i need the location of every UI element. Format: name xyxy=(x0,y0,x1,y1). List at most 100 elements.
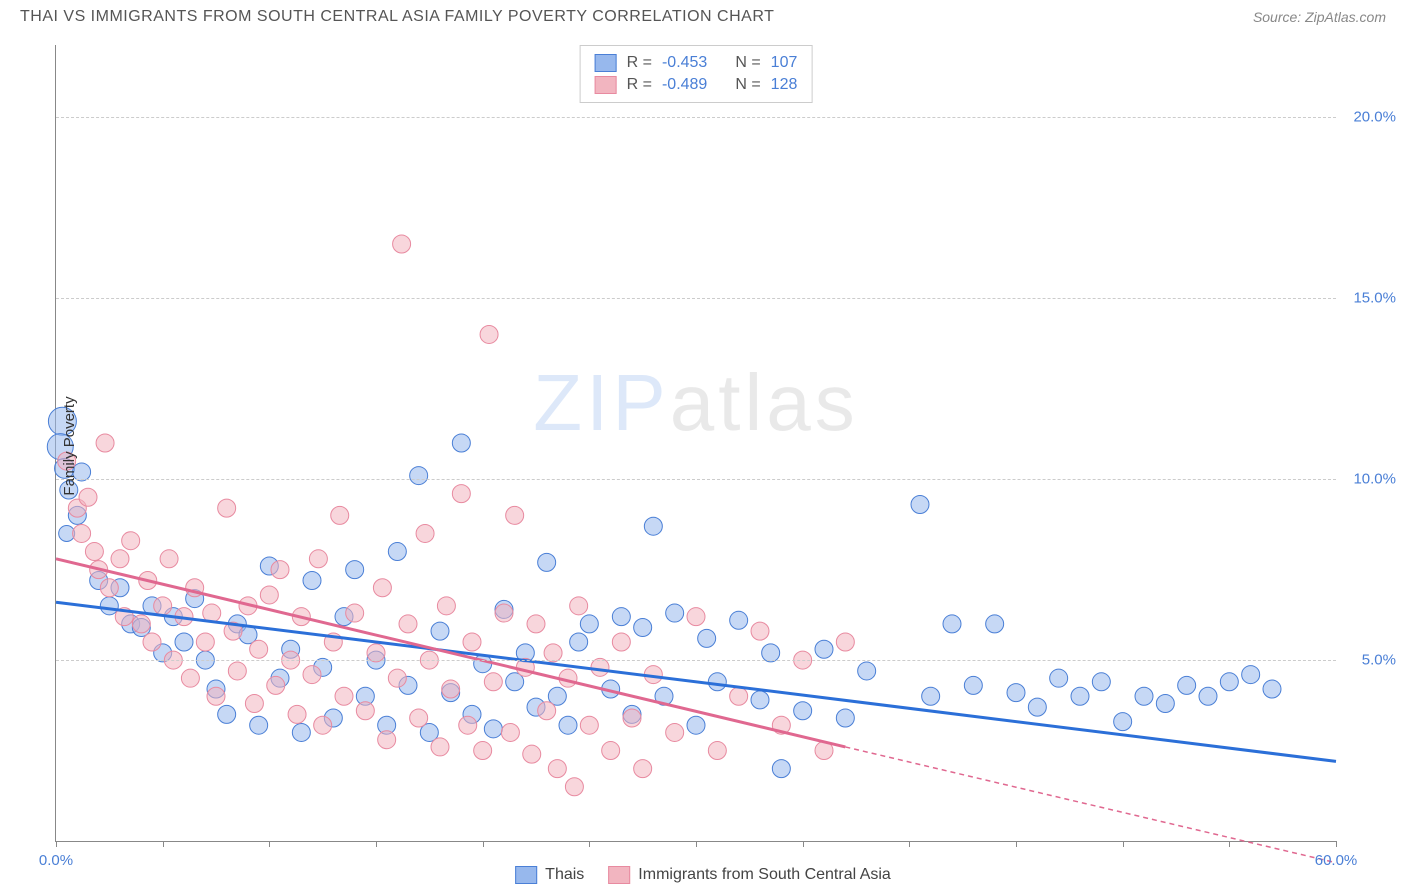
data-point xyxy=(288,705,306,723)
y-axis-label: Family Poverty xyxy=(61,396,78,495)
stat-n-value: 107 xyxy=(771,54,798,72)
data-point xyxy=(1220,673,1238,691)
xtick xyxy=(909,841,910,847)
data-point xyxy=(122,532,140,550)
data-point xyxy=(570,633,588,651)
data-point xyxy=(708,742,726,760)
xtick xyxy=(269,841,270,847)
data-point xyxy=(751,691,769,709)
xtick xyxy=(696,841,697,847)
data-point xyxy=(1028,698,1046,716)
data-point xyxy=(623,709,641,727)
data-point xyxy=(218,705,236,723)
data-point xyxy=(410,709,428,727)
gridline xyxy=(56,117,1336,118)
data-point xyxy=(431,738,449,756)
data-point xyxy=(271,561,289,579)
data-point xyxy=(570,597,588,615)
data-point xyxy=(559,716,577,734)
data-point xyxy=(207,687,225,705)
data-point xyxy=(911,496,929,514)
data-point xyxy=(459,716,477,734)
ytick-label: 5.0% xyxy=(1362,652,1396,669)
data-point xyxy=(260,586,278,604)
data-point xyxy=(160,550,178,568)
ytick-label: 20.0% xyxy=(1353,109,1396,126)
data-point xyxy=(399,615,417,633)
data-point xyxy=(303,571,321,589)
xtick xyxy=(56,841,57,847)
data-point xyxy=(751,622,769,640)
xtick xyxy=(589,841,590,847)
data-point xyxy=(634,619,652,637)
data-point xyxy=(565,778,583,796)
data-point xyxy=(794,702,812,720)
trend-line-dashed xyxy=(845,747,1336,863)
data-point xyxy=(666,723,684,741)
bottom-legend: Thais Immigrants from South Central Asia xyxy=(515,866,891,884)
data-point xyxy=(250,716,268,734)
data-point xyxy=(100,597,118,615)
data-point xyxy=(96,434,114,452)
data-point xyxy=(644,517,662,535)
data-point xyxy=(612,608,630,626)
data-point xyxy=(388,543,406,561)
xtick-label: 60.0% xyxy=(1315,852,1358,869)
data-point xyxy=(245,695,263,713)
data-point xyxy=(1199,687,1217,705)
data-point xyxy=(1156,695,1174,713)
data-point xyxy=(506,506,524,524)
legend-label: Immigrants from South Central Asia xyxy=(638,866,891,884)
data-point xyxy=(335,687,353,705)
data-point xyxy=(1135,687,1153,705)
data-point xyxy=(730,687,748,705)
data-point xyxy=(452,434,470,452)
xtick-label: 0.0% xyxy=(39,852,73,869)
data-point xyxy=(154,597,172,615)
gridline xyxy=(56,479,1336,480)
legend-item: Thais xyxy=(515,866,584,884)
data-point xyxy=(111,550,129,568)
data-point xyxy=(1263,680,1281,698)
data-point xyxy=(836,633,854,651)
legend-swatch xyxy=(608,866,630,884)
data-point xyxy=(431,622,449,640)
data-point xyxy=(986,615,1004,633)
xtick xyxy=(163,841,164,847)
data-point xyxy=(181,669,199,687)
data-point xyxy=(548,760,566,778)
data-point xyxy=(196,633,214,651)
stat-r-label: R = xyxy=(627,54,652,72)
data-point xyxy=(501,723,519,741)
data-point xyxy=(303,666,321,684)
data-point xyxy=(580,615,598,633)
ytick-label: 10.0% xyxy=(1353,471,1396,488)
legend-swatch xyxy=(515,866,537,884)
stat-n-value: 128 xyxy=(771,76,798,94)
data-point xyxy=(538,702,556,720)
data-point xyxy=(484,720,502,738)
data-point xyxy=(463,633,481,651)
data-point xyxy=(815,640,833,658)
scatter-plot xyxy=(56,45,1336,841)
data-point xyxy=(331,506,349,524)
data-point xyxy=(100,579,118,597)
stat-n-label: N = xyxy=(735,76,760,94)
stats-swatch xyxy=(595,54,617,72)
xtick xyxy=(803,841,804,847)
data-point xyxy=(442,680,460,698)
legend-label: Thais xyxy=(545,866,584,884)
stat-n-label: N = xyxy=(735,54,760,72)
data-point xyxy=(410,467,428,485)
data-point xyxy=(772,760,790,778)
data-point xyxy=(474,742,492,760)
data-point xyxy=(1178,676,1196,694)
xtick xyxy=(1336,841,1337,847)
stats-row: R = -0.453 N = 107 xyxy=(595,52,798,74)
data-point xyxy=(666,604,684,622)
data-point xyxy=(218,499,236,517)
data-point xyxy=(250,640,268,658)
data-point xyxy=(964,676,982,694)
data-point xyxy=(416,524,434,542)
data-point xyxy=(373,579,391,597)
